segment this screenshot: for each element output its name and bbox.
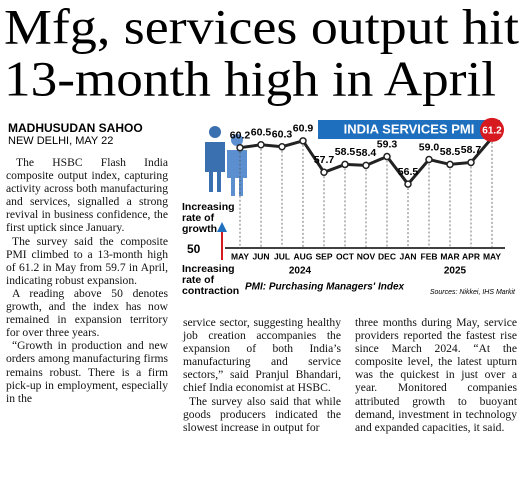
paragraph: A reading above 50 denotes growth, and t… [6,286,168,340]
x-tick-label: MAY [483,251,501,261]
marker [320,168,328,177]
year-label: 2025 [444,266,467,277]
marker [404,180,412,188]
value-label: 58.5 [440,146,461,158]
x-tick-label: AUG [294,251,313,261]
y-tick-label: 50 [187,242,201,256]
chart-source: Sources: Nikkei, IHS Markit [430,289,516,296]
x-tick-label: SEP [315,251,332,261]
title-banner [318,120,500,139]
marker [446,160,454,169]
text-column: The HSBC Flash India composite output in… [6,156,168,405]
x-tick-label: NOV [357,251,376,261]
value-label: 60.9 [293,123,314,135]
marker [383,152,391,161]
value-label: 57.7 [314,154,335,166]
x-tick-label: JUN [252,251,269,261]
text-column: three months during May, service provide… [355,316,517,434]
marker [341,160,349,169]
contraction-label: Increasing rate of contraction [182,263,239,297]
x-tick-label: DEC [378,251,396,261]
marker [299,137,307,145]
value-label: 60.5 [251,127,272,139]
chart: INDIA SERVICES PMI 2024 2025 PMI: Purcha… [182,117,516,297]
x-tick-label: FEB [421,251,438,261]
marker-highlight [480,117,504,142]
headline-line: Mfg, services output hit [4,0,519,54]
value-label: 59.0 [419,141,440,153]
value-label: 60.3 [272,128,293,140]
headline: Mfg, services output hit 13-month high i… [4,0,519,106]
x-tick-label: MAY [231,251,249,261]
growth-label: Increasing rate of growth [182,201,235,235]
value-label: 58.7 [461,144,482,156]
x-tick-label: JUL [274,251,290,261]
value-label: 61.2 [482,126,502,137]
paragraph: service sector, suggesting healthy job c… [183,316,341,395]
marker [467,158,475,167]
paragraph: The HSBC Flash India composite output in… [6,156,168,235]
x-tick-label: MAR [440,251,459,261]
value-label: 56.5 [398,166,419,178]
value-label: 59.3 [377,138,398,150]
value-label: 60.2 [230,129,251,141]
marker [236,143,244,152]
arrow-head [217,222,227,232]
paragraph: The survey also said that while goods pr… [183,394,341,434]
x-tick-label: OCT [336,251,355,261]
marker [362,161,370,170]
chart-note: PMI: Purchasing Managers' Index [245,282,405,293]
paragraph: The survey said the composite PMI climbe… [6,234,168,287]
icon-businessmen [205,126,247,196]
value-label: 58.5 [335,146,356,158]
chart-title: INDIA SERVICES PMI [344,121,475,136]
year-label: 2024 [289,266,312,277]
x-tick-label: APR [462,251,480,261]
marker [425,155,433,164]
paragraph: “Growth in production and new orders amo… [6,339,168,405]
headline-line: 13-month high in April [4,50,496,106]
marker [257,141,265,149]
text-column: service sector, suggesting healthy job c… [183,316,341,434]
paragraph: three months during May, service provide… [355,316,517,434]
dateline: NEW DELHI, MAY 22 [8,135,114,147]
value-label: 58.4 [356,147,377,159]
marker [278,142,286,151]
author: MADHUSUDAN SAHOO [8,121,143,135]
pmi-line [239,136,494,187]
x-tick-label: JAN [399,251,416,261]
